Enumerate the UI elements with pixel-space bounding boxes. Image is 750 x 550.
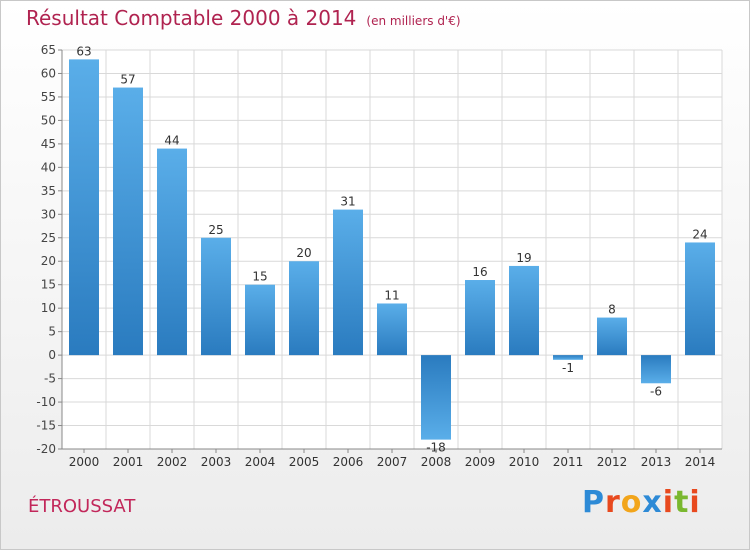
bar-2008 [421,355,451,440]
place-name: ÉTROUSSAT [28,496,136,517]
data-label: -6 [650,384,662,398]
x-tick-label: 2013 [641,455,672,469]
x-tick-label: 2012 [597,455,628,469]
y-tick-label: 60 [41,66,56,80]
logo-letter: x [642,485,663,520]
bar-2011 [553,355,583,360]
bar-2005 [289,261,319,356]
chart-unit: (en milliers d'€) [366,14,461,28]
y-tick-label: 45 [41,137,56,151]
data-label: 16 [472,265,487,279]
bar-2010 [509,265,539,356]
y-tick-label: 40 [41,160,56,174]
x-tick-label: 2002 [157,455,188,469]
data-label: 11 [384,288,399,302]
x-tick-label: 2009 [465,455,496,469]
data-label: -1 [562,361,574,375]
proxiti-logo: Proxiti [582,485,701,520]
y-tick-label: -5 [44,372,56,386]
bar-2002 [157,148,187,356]
data-label: 15 [252,270,267,284]
y-tick-label: 0 [48,348,56,362]
x-tick-label: 2007 [377,455,408,469]
bar-2006 [333,209,363,356]
x-tick-label: 2011 [553,455,584,469]
chart-title: Résultat Comptable 2000 à 2014 [26,6,357,30]
data-label: 63 [76,44,91,58]
y-tick-label: -20 [36,442,56,456]
data-label: 8 [608,303,616,317]
bar-2014 [685,242,715,356]
logo-letter: P [582,485,605,520]
bar-2007 [377,303,407,356]
logo-letter: t [674,485,690,520]
y-tick-label: -15 [36,419,56,433]
x-tick-label: 2005 [289,455,320,469]
data-label: 44 [164,134,179,148]
bar-2003 [201,237,231,356]
y-tick-label: 15 [41,278,56,292]
y-tick-label: 25 [41,231,56,245]
data-label: 20 [296,246,311,260]
logo-letter: o [620,485,643,520]
bar-2001 [113,87,143,356]
x-tick-label: 2000 [69,455,100,469]
y-tick-label: 55 [41,90,56,104]
logo-letter: i [689,485,701,520]
y-tick-label: 30 [41,207,56,221]
y-tick-label: 20 [41,254,56,268]
bar-2013 [641,355,671,384]
data-label: 57 [120,73,135,87]
x-tick-label: 2010 [509,455,540,469]
y-tick-label: 5 [48,325,56,339]
bar-2004 [245,284,275,356]
data-label: 19 [516,251,531,265]
x-tick-label: 2004 [245,455,276,469]
x-tick-label: 2001 [113,455,144,469]
y-tick-label: 65 [41,43,56,57]
x-tick-label: 2008 [421,455,452,469]
logo-letter: i [662,485,675,520]
data-label: 25 [208,223,223,237]
bar-2009 [465,280,495,356]
y-tick-label: 50 [41,113,56,127]
x-tick-label: 2003 [201,455,232,469]
data-label: -18 [426,441,446,455]
x-tick-label: 2014 [685,455,716,469]
bar-2012 [597,317,627,356]
bar-2000 [69,59,99,356]
data-label: 31 [340,195,355,209]
chart-title-block: Résultat Comptable 2000 à 2014 (en millie… [26,6,461,30]
x-tick-label: 2006 [333,455,364,469]
y-tick-label: 35 [41,184,56,198]
y-tick-label: -10 [36,395,56,409]
y-tick-label: 10 [41,301,56,315]
data-label: 24 [692,227,707,241]
logo-letter: r [605,485,621,520]
